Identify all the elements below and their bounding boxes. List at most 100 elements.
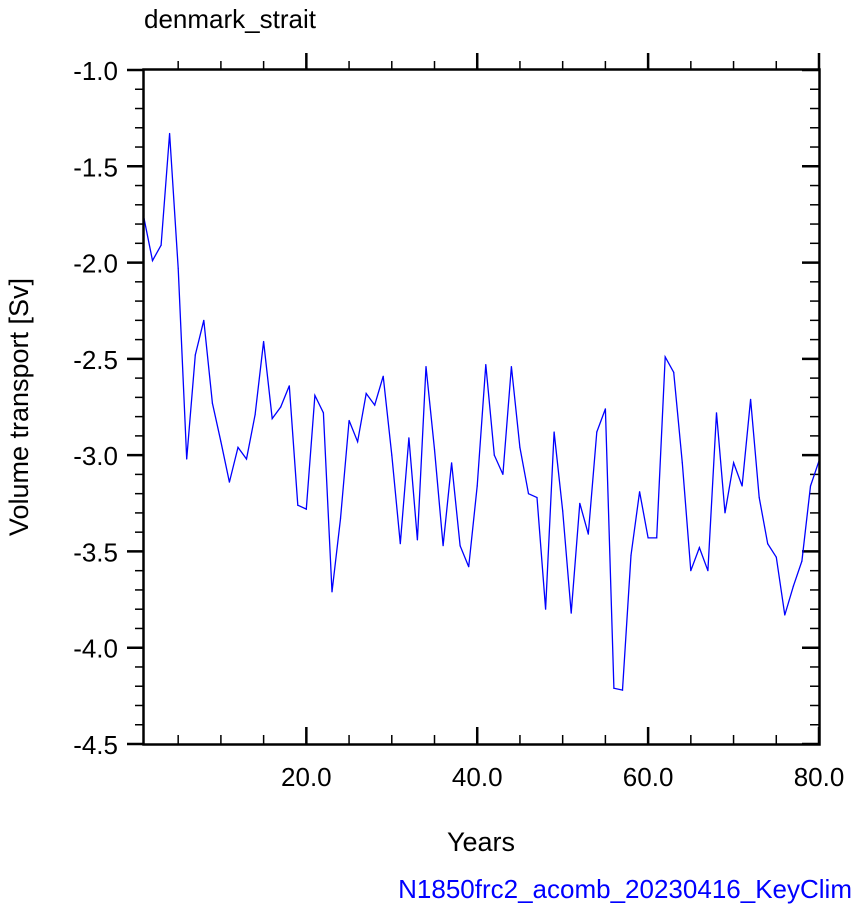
y-tick-label: -3.0 [73,441,118,471]
data-point [357,441,359,443]
data-point [382,375,384,377]
data-point [502,473,504,475]
data-point [245,458,248,460]
data-point [775,556,777,558]
data-point [254,414,256,416]
data-point [733,462,735,464]
data-point [604,408,607,410]
data-point [621,689,624,691]
data-point [374,404,376,406]
chart-title: denmark_strait [144,4,317,34]
data-point [169,132,171,135]
data-point [758,496,760,499]
data-point [510,366,512,368]
data-point [485,364,487,366]
x-tick-label: 20.0 [281,762,332,792]
data-point [322,412,324,414]
x-axis-label: Years [447,827,515,857]
data-point [809,485,812,487]
data-point [211,402,213,404]
data-point [194,354,196,356]
data-point [519,446,521,448]
data-point [570,612,572,614]
data-point [228,481,230,483]
x-tick-label: 60.0 [623,762,674,792]
data-point [263,340,265,343]
data-point [365,392,367,395]
y-tick-label: -2.0 [73,249,118,279]
data-point [177,267,179,269]
tick-marks [127,53,821,746]
data-point [203,319,205,321]
data-point [792,585,795,587]
data-point [442,545,444,547]
data-point [237,446,239,448]
data-points [143,132,820,691]
data-point [271,418,273,420]
data-point [220,441,222,443]
data-point [459,545,461,547]
data-point [767,543,769,545]
data-point [451,462,453,464]
data-point [348,419,350,422]
data-point [545,608,547,610]
data-point [160,244,162,246]
run-caption: N1850frc2_acomb_20230416_KeyClim [398,874,852,904]
data-point [613,687,615,689]
data-point [587,533,589,535]
data-point [339,518,342,520]
series-line-volume-transport [143,133,820,691]
data-point [784,614,786,616]
y-tick-label: -4.5 [73,730,118,760]
data-point [433,448,436,450]
data-point [707,570,709,572]
y-axis-label: Volume transport [Sv] [4,278,34,536]
data-point [715,412,718,414]
data-point [630,554,632,556]
x-tick-label: 80.0 [794,762,845,792]
data-point [647,537,649,539]
data-point [468,566,470,568]
data-point [741,485,743,487]
tick-labels: -1.0 -1.5 -2.0 -2.5 -3.0 -3.5 -4.0 -4.5 20.0 40.0… [73,56,844,792]
data-point [151,260,154,262]
data-point [698,547,701,549]
data-point [579,502,581,504]
data-point [399,543,401,545]
data-point [391,454,393,456]
data-point [664,356,666,358]
data-point [673,371,675,373]
data-point [280,406,282,408]
data-point [690,570,692,572]
y-tick-label: -1.0 [73,56,118,86]
data-point [425,366,427,368]
data-point [750,398,752,400]
data-point [476,485,478,487]
data-point [493,454,495,456]
data-point [724,512,726,514]
data-point [186,458,188,460]
data-point [801,560,803,562]
data-point [656,537,658,539]
data-point [553,431,555,433]
data-point [314,394,316,396]
data-point [562,510,564,512]
plot-frame [142,68,821,746]
data-point [527,493,530,495]
data-point [681,462,683,464]
data-point [305,508,307,510]
x-tick-label: 40.0 [452,762,503,792]
data-point [639,491,641,493]
data-point [596,431,598,433]
data-point [331,591,333,593]
y-tick-label: -4.0 [73,634,118,664]
data-point [297,504,299,506]
data-point [288,385,290,387]
data-point [536,496,538,499]
data-point [408,437,410,439]
y-tick-label: -1.5 [73,152,118,182]
data-point [416,539,418,541]
y-tick-label: -2.5 [73,345,118,375]
y-tick-label: -3.5 [73,537,118,567]
